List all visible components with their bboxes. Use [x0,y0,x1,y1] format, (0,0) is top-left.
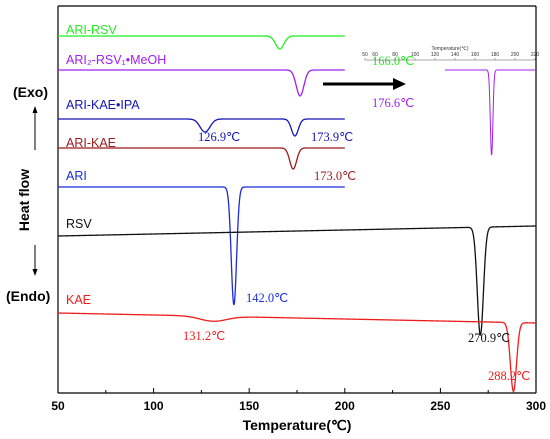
inset-x-ticks [364,58,536,60]
x-tick-label: 200 [335,399,355,413]
peak-value-label: 173.9℃ [311,130,353,144]
inset-tick-label: 80 [392,52,398,58]
series-name-label: ARI-KAE [66,136,116,150]
inset-curve [445,69,535,156]
inset-plot: 50 60 80 100 120 140 160 180 200 220 Temperature(… [362,46,539,156]
series-name-label: KAE [66,293,91,307]
series-curve-1 [58,69,345,97]
up-arrow-icon [32,106,38,150]
down-arrow-icon [32,245,38,276]
x-tick-label: 50 [51,399,65,413]
inset-arrow-icon [323,78,406,90]
inset-x-tick-labels: 50 60 80 100 120 140 160 180 200 220 [362,52,539,58]
peak-value-label: 270.9℃ [468,331,510,345]
series-curve-5 [57,225,537,336]
exo-label: (Exo) [13,84,48,100]
x-axis-tick-labels: 50 100 150 200 250 300 [51,399,546,413]
x-tick-label: 100 [144,399,164,413]
peak-value-label: 126.9℃ [198,130,240,144]
series-curves [57,35,537,393]
series-name-label: ARI-RSV [66,23,117,37]
peak-labels: 166.0℃ 176.6℃ 126.9℃ 173.9℃ 173.0℃ 142.0℃ 270.… [183,54,530,383]
series-name-label: ARI [66,169,87,183]
inset-tick-label: 220 [531,52,540,58]
series-name-label: RSV [66,217,92,231]
inset-tick-label: 50 [362,52,368,58]
inset-tick-label: 160 [471,52,480,58]
inset-tick-label: 200 [511,52,520,58]
peak-value-label: 142.0℃ [246,291,288,305]
series-curve-3 [58,147,345,170]
endo-label: (Endo) [6,288,50,304]
x-tick-label: 300 [526,399,546,413]
series-curve-2 [58,118,345,137]
y-axis-title: Heat flow [16,169,32,231]
inset-axis-title: Temperature(℃) [431,46,468,52]
x-axis-ticks [57,388,537,393]
inset-tick-label: 60 [372,52,378,58]
peak-value-label: 176.6℃ [372,96,414,110]
series-labels: ARI-RSV ARI₂-RSV₁•MeOH ARI-KAE•IPA ARI-KAE A… [66,23,166,307]
x-tick-label: 150 [239,399,259,413]
series-name-label: ARI-KAE•IPA [66,98,140,112]
series-curve-0 [58,35,345,50]
peak-value-label: 166.0℃ [372,54,414,68]
inset-tick-label: 120 [431,52,440,58]
peak-value-label: 173.0℃ [314,169,356,183]
peak-value-label: 288.2℃ [488,369,530,383]
inset-tick-label: 100 [411,52,420,58]
series-name-label: ARI₂-RSV₁•MeOH [66,53,166,67]
x-tick-label: 250 [430,399,450,413]
series-curve-4 [58,186,345,306]
inset-tick-label: 180 [491,52,500,58]
peak-value-label: 131.2℃ [183,329,225,343]
x-axis-title: Temperature(℃) [243,417,352,433]
inset-tick-label: 140 [451,52,460,58]
series-curve-6 [57,312,537,393]
